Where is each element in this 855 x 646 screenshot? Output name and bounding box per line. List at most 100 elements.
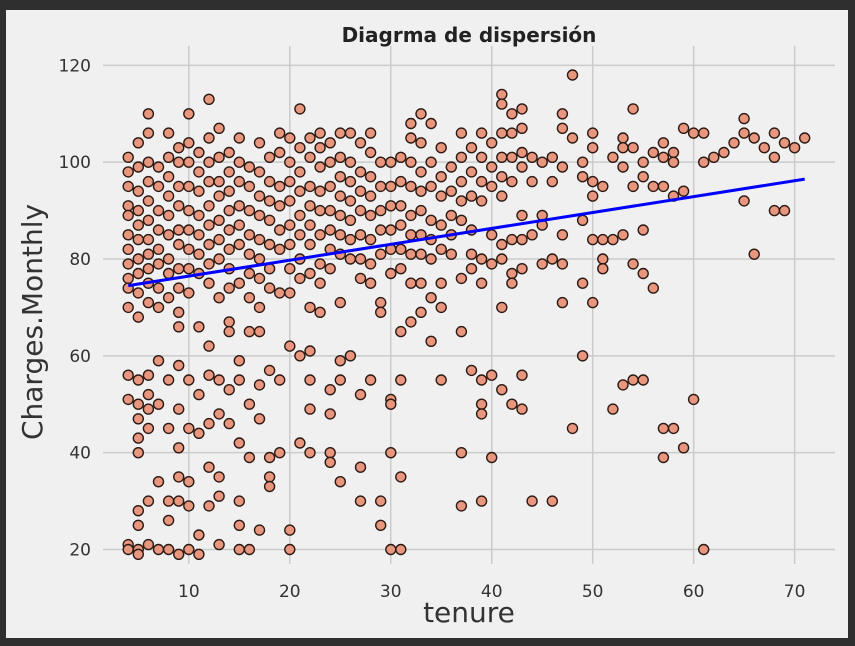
- data-point: [253, 233, 266, 246]
- data-point: [243, 292, 256, 304]
- data-point: [183, 108, 195, 120]
- data-point: [708, 151, 720, 164]
- data-point: [395, 175, 407, 188]
- data-point: [334, 374, 346, 386]
- data-point: [193, 529, 205, 541]
- data-point: [142, 233, 155, 246]
- data-point: [637, 374, 649, 386]
- data-point: [657, 180, 670, 193]
- data-point: [152, 301, 165, 314]
- data-point: [627, 180, 639, 193]
- data-point: [193, 166, 205, 178]
- data-point: [294, 103, 306, 115]
- data-point: [405, 156, 417, 168]
- data-point: [617, 229, 629, 241]
- data-point: [132, 548, 145, 560]
- data-point: [294, 209, 306, 222]
- data-point: [122, 369, 134, 381]
- data-point: [667, 156, 680, 168]
- data-point: [354, 229, 367, 241]
- data-point: [274, 374, 286, 386]
- data-point: [183, 543, 195, 556]
- data-point: [253, 166, 266, 178]
- data-point: [314, 161, 326, 173]
- data-point: [587, 175, 599, 188]
- data-point: [425, 117, 437, 130]
- data-point: [546, 175, 558, 188]
- data-point: [375, 248, 387, 260]
- data-point: [122, 243, 134, 256]
- data-point: [284, 156, 296, 168]
- data-point: [698, 543, 710, 556]
- data-point: [213, 190, 225, 202]
- data-point: [172, 263, 185, 275]
- chart-figure: 10 20 30 40 50 60 70 20 40 60 80 100 120 Diagrma de …: [6, 10, 848, 638]
- data-point: [465, 263, 478, 275]
- data-point: [375, 224, 387, 236]
- data-point: [162, 422, 175, 435]
- data-point: [132, 432, 145, 444]
- data-point: [193, 146, 205, 159]
- data-point: [263, 471, 276, 483]
- data-point: [223, 146, 235, 159]
- data-point: [203, 132, 215, 144]
- data-point: [304, 200, 316, 212]
- data-point: [395, 471, 407, 483]
- data-point: [294, 185, 306, 197]
- data-point: [233, 238, 246, 251]
- data-point: [243, 161, 256, 173]
- data-point: [233, 219, 246, 231]
- data-point: [183, 180, 195, 193]
- data-point: [385, 200, 397, 212]
- data-point: [142, 263, 155, 275]
- data-point: [526, 495, 538, 507]
- data-point: [193, 427, 205, 439]
- data-point: [768, 151, 781, 164]
- data-point: [344, 127, 357, 139]
- data-point: [354, 204, 367, 217]
- data-point: [405, 248, 417, 260]
- data-point: [687, 393, 700, 406]
- data-point: [405, 132, 417, 144]
- data-point: [405, 277, 417, 289]
- data-point: [263, 238, 276, 251]
- data-point: [284, 263, 296, 275]
- data-point: [203, 156, 215, 168]
- data-point: [354, 495, 367, 507]
- data-point: [496, 88, 508, 101]
- data-point: [223, 224, 235, 236]
- data-point: [122, 258, 134, 270]
- data-point: [465, 190, 478, 202]
- data-point: [314, 229, 326, 241]
- data-point: [324, 180, 336, 193]
- data-point: [142, 108, 155, 120]
- data-point: [203, 93, 215, 106]
- data-point: [496, 151, 508, 164]
- data-point: [576, 350, 589, 362]
- y-axis-label: Charges.Monthly: [16, 204, 49, 440]
- data-point: [253, 137, 266, 149]
- data-point: [203, 461, 215, 473]
- data-point: [627, 103, 639, 115]
- data-point: [263, 175, 276, 188]
- data-point: [243, 180, 256, 193]
- data-point: [475, 253, 488, 265]
- data-point: [152, 180, 165, 193]
- data-point: [294, 350, 306, 362]
- data-point: [213, 214, 225, 227]
- data-point: [576, 170, 589, 183]
- data-point: [243, 248, 256, 260]
- data-point: [405, 117, 417, 130]
- data-point: [425, 335, 437, 347]
- data-point: [304, 219, 316, 231]
- data-point: [162, 514, 175, 527]
- data-point: [435, 170, 447, 183]
- y-tick-label: 60: [69, 347, 91, 367]
- data-point: [415, 306, 427, 318]
- data-point: [496, 253, 508, 265]
- data-point: [465, 141, 478, 154]
- data-point: [364, 127, 377, 139]
- data-point: [263, 214, 276, 227]
- data-point: [587, 127, 599, 139]
- data-point: [556, 296, 569, 309]
